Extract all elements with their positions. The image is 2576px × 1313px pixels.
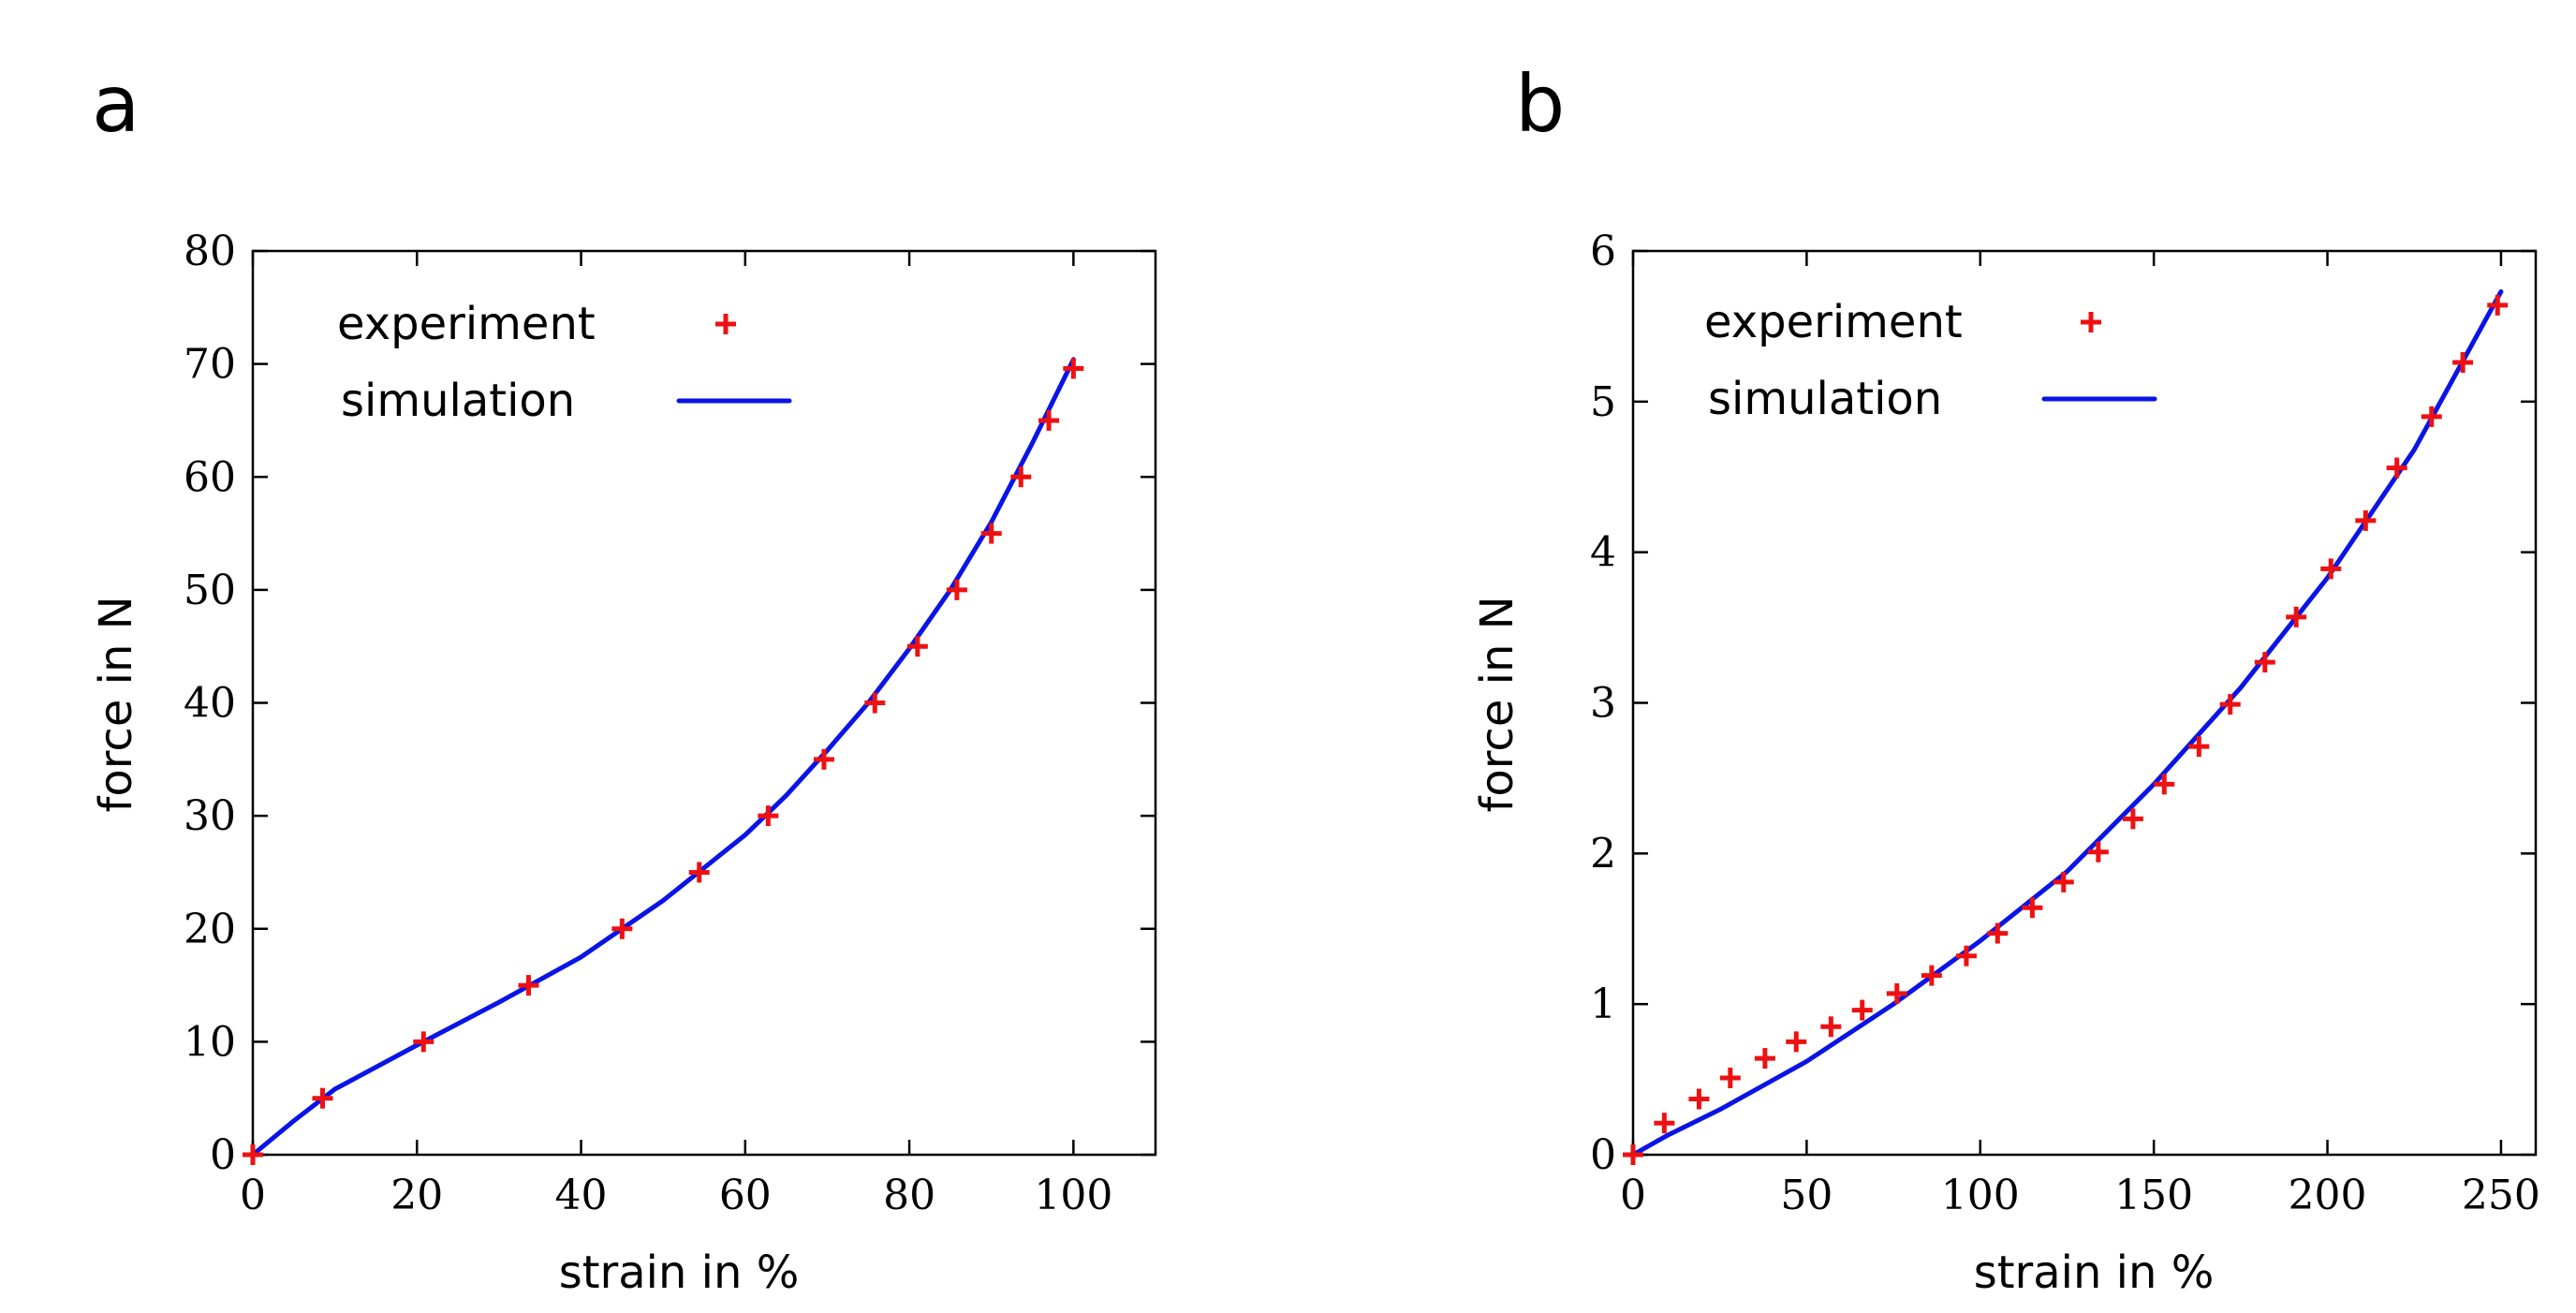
experiment-point [413, 1031, 434, 1053]
x-tick-label: 0 [240, 1172, 266, 1219]
y-tick-label: 20 [184, 906, 236, 953]
x-tick-label: 20 [390, 1172, 443, 1219]
panel-label-a: a [92, 58, 140, 150]
experiment-point [518, 975, 539, 996]
x-axis-label: strain in % [1974, 1247, 2215, 1299]
x-tick-label: 60 [719, 1172, 772, 1219]
experiment-point [2320, 558, 2342, 580]
y-tick-label: 30 [184, 792, 236, 840]
y-tick-label: 0 [1590, 1131, 1616, 1179]
y-tick-label: 0 [210, 1131, 236, 1179]
experiment-point [2022, 897, 2043, 919]
experiment-point [312, 1087, 333, 1109]
x-tick-label: 250 [2462, 1172, 2540, 1219]
experiment-point [1688, 1088, 1710, 1110]
experiment-point [2087, 841, 2109, 863]
experiment-point [2053, 871, 2074, 893]
experiment-point [2122, 808, 2143, 830]
experiment-point [946, 579, 967, 600]
experiment-point [688, 862, 710, 883]
experiment-point [2421, 406, 2442, 427]
experiment-point [980, 523, 1002, 544]
experiment-point [1921, 965, 1942, 986]
plot-a: 0 20 40 60 80 100 0 10 20 30 40 50 60 70 80 strain in %… [90, 228, 1157, 1299]
experiment-point [1038, 409, 1060, 431]
x-axis-label: strain in % [559, 1247, 800, 1299]
y-tick-label: 70 [184, 341, 236, 389]
experiment-point [2188, 736, 2210, 758]
y-tick-label: 40 [184, 680, 236, 728]
x-tick-label: 100 [1941, 1172, 2020, 1219]
experiment-point [1010, 466, 1032, 488]
experiment-point [2386, 457, 2407, 479]
experiment-point [1623, 1144, 1643, 1165]
y-tick-label: 3 [1590, 680, 1616, 728]
y-axis-label: force in N [1471, 596, 1524, 812]
experiment-point [758, 805, 779, 827]
x-tick-label: 50 [1780, 1172, 1833, 1219]
legend-label-experiment: experiment [337, 298, 596, 350]
experiment-point [2355, 509, 2377, 531]
experiment-point [813, 748, 834, 770]
experiment-point [1063, 358, 1084, 379]
x-tick-label: 40 [555, 1172, 608, 1219]
experiment-point [2154, 774, 2175, 795]
x-tick-label: 0 [1620, 1172, 1646, 1219]
legend-marker-experiment [2081, 312, 2101, 332]
x-tick-label: 200 [2289, 1172, 2367, 1219]
legend-label-simulation: simulation [1708, 373, 1942, 425]
experiment-point [864, 692, 886, 714]
simulation-line [250, 357, 1076, 1158]
legend-marker-experiment [715, 314, 736, 334]
experiment-point [1820, 1016, 1842, 1038]
experiment-point [1754, 1048, 1775, 1070]
experiment-point [1719, 1067, 1741, 1088]
y-tick-label: 2 [1590, 830, 1616, 878]
experiment-point [906, 636, 928, 657]
experiment-point [2452, 352, 2474, 374]
y-tick-label: 4 [1590, 529, 1616, 577]
experiment-point [1987, 922, 2009, 944]
experiment-point [611, 918, 633, 939]
experiment-point [243, 1144, 263, 1165]
x-tick-label: 150 [2114, 1172, 2193, 1219]
experiment-point [2219, 694, 2241, 716]
experiment-point [1886, 982, 1907, 1004]
experiment-point [2254, 652, 2275, 673]
y-tick-label: 1 [1590, 981, 1616, 1028]
experiment-point [1955, 945, 1977, 966]
experiment-point [1786, 1031, 1807, 1053]
y-tick-label: 50 [184, 567, 236, 614]
legend-label-experiment: experiment [1704, 296, 1963, 348]
x-tick-label: 100 [1034, 1172, 1112, 1219]
y-tick-label: 6 [1590, 228, 1616, 275]
panel-label-b: b [1515, 58, 1565, 150]
y-tick-label: 80 [184, 228, 236, 275]
plot-b: 0 50 100 150 200 250 0 1 2 3 4 5 6 strain in % force i… [1471, 228, 2540, 1299]
experiment-point [2487, 294, 2509, 316]
x-tick-label: 80 [883, 1172, 935, 1219]
y-tick-label: 60 [184, 453, 236, 501]
experiment-point [1851, 999, 1873, 1021]
experiment-point [1654, 1113, 1675, 1134]
y-tick-label: 10 [184, 1018, 236, 1066]
y-tick-label: 5 [1590, 378, 1616, 426]
experiment-point [2286, 606, 2307, 627]
legend-label-simulation: simulation [341, 375, 575, 427]
y-axis-label: force in N [90, 596, 142, 812]
